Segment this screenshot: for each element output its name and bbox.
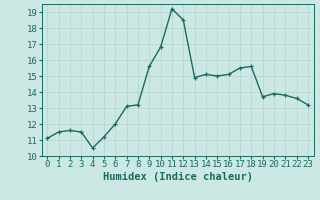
X-axis label: Humidex (Indice chaleur): Humidex (Indice chaleur) — [103, 172, 252, 182]
